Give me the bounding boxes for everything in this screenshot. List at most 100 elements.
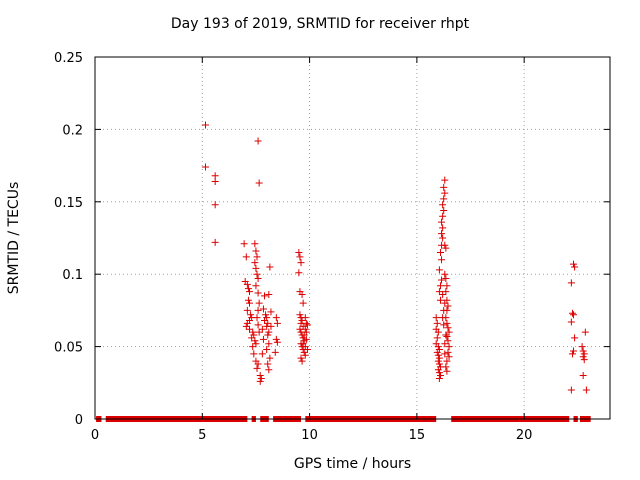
data-point xyxy=(249,328,257,336)
data-point xyxy=(253,364,261,372)
x-tick-label: 5 xyxy=(198,428,206,443)
data-point xyxy=(295,248,303,256)
plot-frame xyxy=(94,56,611,420)
y-tick-label: 0 xyxy=(75,413,83,428)
data-point xyxy=(254,360,262,368)
data-point xyxy=(249,343,257,351)
data-point xyxy=(259,305,267,313)
data-point xyxy=(240,240,248,248)
data-point xyxy=(298,290,306,298)
data-point xyxy=(581,328,589,336)
data-point xyxy=(300,348,308,356)
x-tick-label: 15 xyxy=(409,428,426,443)
data-point xyxy=(256,377,264,385)
x-tick-label: 10 xyxy=(301,428,318,443)
data-point xyxy=(441,241,449,249)
data-point xyxy=(253,270,261,278)
data-point xyxy=(570,260,578,268)
data-point xyxy=(439,212,447,220)
data-point xyxy=(254,306,262,314)
data-point xyxy=(263,345,271,353)
data-point xyxy=(433,319,441,327)
data-point xyxy=(441,340,449,348)
data-point xyxy=(252,264,260,272)
data-point xyxy=(444,324,452,332)
data-point xyxy=(441,350,449,358)
data-point xyxy=(254,137,262,145)
data-point xyxy=(211,201,219,209)
data-point xyxy=(246,299,253,307)
data-point xyxy=(578,343,586,351)
x-tick-label: 0 xyxy=(91,428,99,443)
data-point xyxy=(438,256,446,264)
data-point xyxy=(433,348,441,356)
data-point xyxy=(443,367,451,375)
data-point xyxy=(296,311,304,319)
data-point xyxy=(251,259,259,267)
data-point xyxy=(211,238,219,246)
data-point xyxy=(254,289,262,297)
data-point xyxy=(262,311,270,319)
data-point xyxy=(433,334,441,342)
grid xyxy=(95,57,610,419)
data-point xyxy=(438,218,446,226)
axis-ticks: 0 5 10 15 20 0 0.05 0.1 0.15 0.2 0.25 xyxy=(54,51,610,443)
data-point xyxy=(301,351,309,359)
data-point xyxy=(266,354,274,362)
data-point xyxy=(257,374,265,382)
data-point xyxy=(243,280,251,288)
data-point xyxy=(265,340,273,348)
data-point xyxy=(303,321,311,329)
data-point xyxy=(442,363,450,371)
data-point xyxy=(242,322,250,330)
data-point xyxy=(439,234,447,242)
data-points xyxy=(202,121,590,394)
data-point xyxy=(570,311,578,319)
data-point xyxy=(247,311,255,319)
data-point xyxy=(440,306,448,314)
data-point xyxy=(441,176,449,184)
data-point xyxy=(580,356,588,364)
y-tick-label: 0.2 xyxy=(62,123,83,138)
data-point xyxy=(264,319,272,327)
data-point xyxy=(295,269,303,277)
data-point xyxy=(442,331,450,339)
data-point xyxy=(571,263,579,271)
chart-title: Day 193 of 2019, SRMTID for receiver rhp… xyxy=(170,16,470,32)
data-point xyxy=(264,331,272,339)
data-point xyxy=(579,372,587,380)
data-point xyxy=(301,314,309,322)
data-point xyxy=(255,328,263,336)
data-point xyxy=(261,292,269,300)
data-point xyxy=(299,299,307,307)
data-point xyxy=(254,275,262,283)
data-point xyxy=(439,314,447,322)
data-point xyxy=(273,319,281,327)
data-point xyxy=(251,337,259,345)
data-point xyxy=(267,322,275,330)
data-point xyxy=(252,340,260,348)
data-point xyxy=(439,224,447,232)
data-point xyxy=(567,279,575,287)
data-point xyxy=(436,296,444,304)
data-point xyxy=(568,350,576,358)
data-point xyxy=(435,374,443,382)
data-point xyxy=(443,357,451,365)
data-point xyxy=(567,318,575,326)
data-point xyxy=(271,348,279,356)
data-point xyxy=(440,321,448,329)
data-point xyxy=(296,253,304,261)
data-point xyxy=(444,302,452,310)
data-point xyxy=(443,332,451,340)
data-point xyxy=(302,328,310,336)
data-point xyxy=(436,248,444,256)
data-point xyxy=(258,325,266,333)
data-point xyxy=(439,290,447,298)
data-point xyxy=(251,240,259,248)
data-point xyxy=(273,338,281,346)
x-tick-label: 20 xyxy=(516,428,533,443)
y-tick-label: 0.05 xyxy=(54,341,83,356)
data-point xyxy=(297,259,305,267)
data-point xyxy=(440,183,448,191)
